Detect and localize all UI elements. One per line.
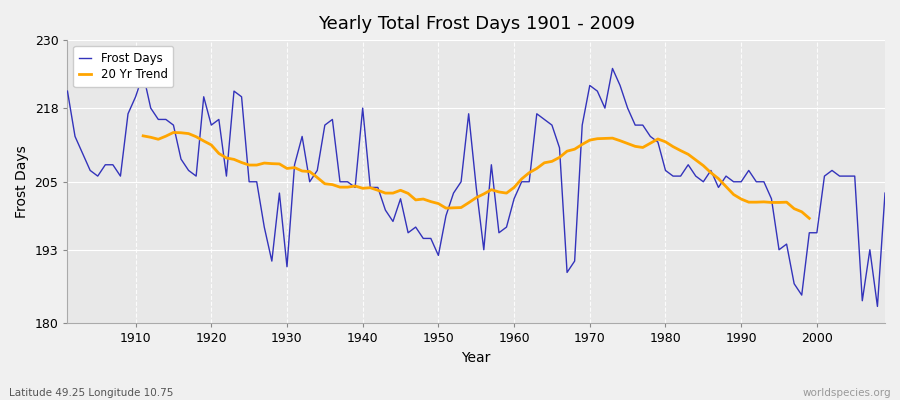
Line: Frost Days: Frost Days (68, 68, 885, 306)
Title: Yearly Total Frost Days 1901 - 2009: Yearly Total Frost Days 1901 - 2009 (318, 15, 634, 33)
Frost Days (335, 179, 346, 184)
X-axis label: Year: Year (462, 351, 490, 365)
Frost Days (879, 191, 890, 196)
20 Yr Trend (229, 157, 239, 162)
Frost Days (62, 89, 73, 94)
Frost Days (872, 304, 883, 309)
Y-axis label: Frost Days: Frost Days (15, 145, 29, 218)
20 Yr Trend (282, 166, 292, 171)
Frost Days (599, 106, 610, 110)
Frost Days (501, 225, 512, 230)
Line: 20 Yr Trend: 20 Yr Trend (143, 132, 809, 218)
Frost Days (122, 111, 133, 116)
Frost Days (608, 66, 618, 71)
20 Yr Trend (402, 191, 413, 196)
Text: worldspecies.org: worldspecies.org (803, 388, 891, 398)
Legend: Frost Days, 20 Yr Trend: Frost Days, 20 Yr Trend (74, 46, 174, 87)
20 Yr Trend (213, 151, 224, 156)
20 Yr Trend (168, 130, 179, 135)
20 Yr Trend (804, 216, 814, 221)
Frost Days (508, 196, 519, 201)
20 Yr Trend (138, 134, 148, 138)
Text: Latitude 49.25 Longitude 10.75: Latitude 49.25 Longitude 10.75 (9, 388, 174, 398)
20 Yr Trend (486, 187, 497, 192)
20 Yr Trend (736, 197, 747, 202)
Frost Days (289, 162, 300, 167)
